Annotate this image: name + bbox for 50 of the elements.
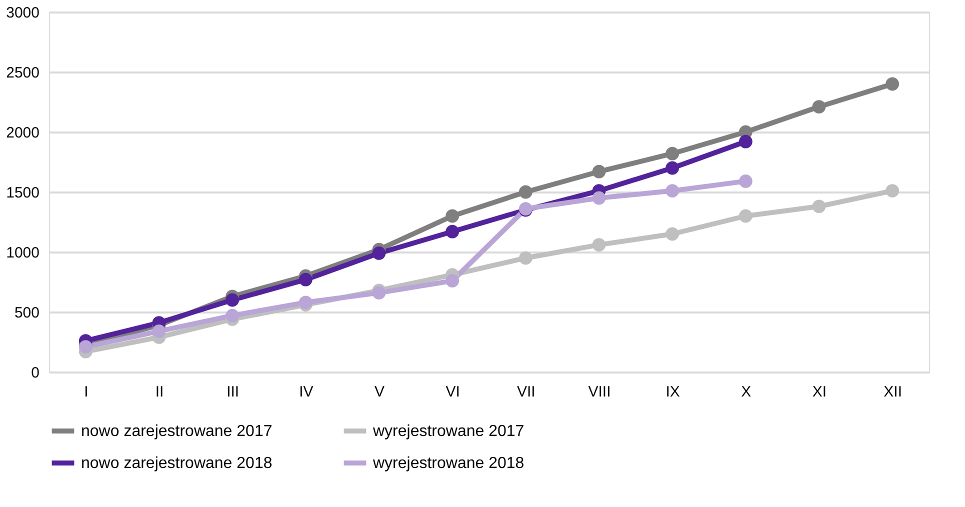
y-tick-label: 1500	[6, 184, 40, 202]
point	[738, 174, 752, 188]
point	[298, 296, 312, 310]
point	[666, 227, 680, 241]
point	[738, 209, 752, 223]
x-tick-label: V	[374, 384, 385, 400]
point	[298, 272, 312, 286]
y-tick-label: 2000	[6, 124, 40, 142]
point	[666, 146, 680, 160]
x-tick-label: I	[84, 384, 88, 400]
legend-label: wyrejestrowane 2017	[372, 423, 524, 440]
y-tick-label: 1000	[6, 244, 40, 262]
point	[372, 286, 386, 300]
point	[666, 161, 680, 175]
point	[226, 293, 240, 307]
x-tick-label: II	[155, 384, 164, 400]
point	[446, 209, 460, 223]
point	[812, 200, 826, 214]
point	[886, 77, 900, 91]
x-tick-label: III	[226, 384, 240, 400]
y-tick-label: 3000	[6, 4, 40, 22]
point	[78, 340, 92, 354]
point	[592, 191, 606, 205]
point	[446, 224, 460, 238]
point	[886, 184, 900, 198]
point	[812, 100, 826, 114]
legend-label: wyrejestrowane 2018	[372, 455, 524, 472]
point	[666, 184, 680, 198]
x-tick-label: IV	[299, 384, 314, 400]
y-tick-label: 0	[31, 364, 40, 382]
point	[592, 164, 606, 178]
legend-label: nowo zarejestrowane 2017	[81, 423, 272, 440]
point	[518, 251, 532, 265]
point	[226, 308, 240, 322]
x-tick-label: IX	[666, 384, 680, 400]
x-tick-label: VIII	[588, 384, 611, 400]
x-tick-label: XI	[812, 384, 827, 400]
y-tick-label: 500	[14, 304, 40, 322]
x-tick-label: X	[741, 384, 752, 400]
legend-label: nowo zarejestrowane 2018	[81, 455, 272, 472]
x-tick-label: VII	[516, 384, 536, 400]
x-tick-label: VI	[446, 384, 460, 400]
point	[518, 185, 532, 199]
point	[152, 324, 166, 338]
point	[446, 274, 460, 288]
x-tick-label: XII	[884, 384, 902, 400]
point	[592, 238, 606, 252]
point	[372, 246, 386, 260]
y-tick-label: 2500	[6, 64, 40, 82]
point	[738, 134, 752, 148]
